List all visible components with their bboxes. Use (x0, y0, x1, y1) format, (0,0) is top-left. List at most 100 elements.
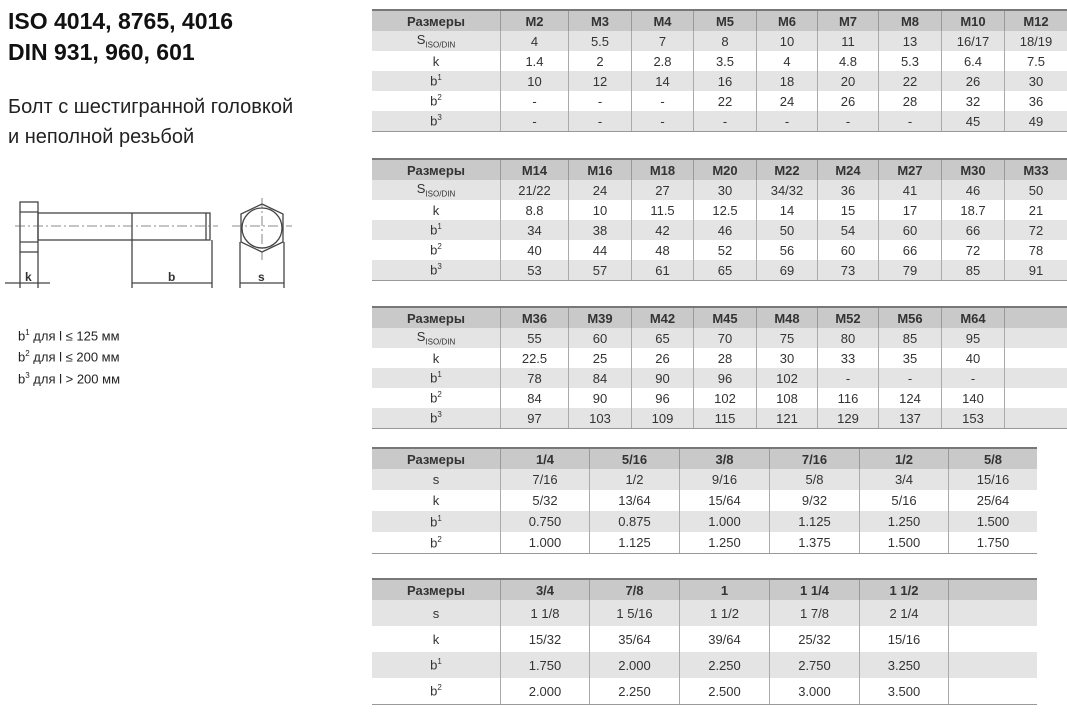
row-label: k (372, 51, 501, 71)
row-label-main: k (432, 53, 440, 69)
table-cell (948, 652, 1037, 678)
column-header: M10 (941, 9, 1005, 31)
table-cell: 8.8 (500, 200, 569, 220)
table-cell: 140 (941, 388, 1005, 408)
table-cell: 73 (817, 260, 879, 281)
row-label-subscript: ISO/DIN (425, 189, 456, 199)
column-header: M24 (817, 158, 879, 180)
table-cell: 9/32 (769, 490, 860, 511)
table-cell: 96 (631, 388, 694, 408)
table-cell: 109 (631, 408, 694, 429)
row-label-main: b (430, 390, 438, 406)
row-label: s (372, 469, 501, 490)
size-table-2: Размеры M14 M16 M18 M20 M22 M24 M27 M30 M33 SISO/D… (372, 158, 1067, 281)
row-label-main: S (416, 181, 426, 197)
table-cell: 15 (817, 200, 879, 220)
table-cell: 25 (568, 348, 632, 368)
table-cell: 22 (693, 91, 757, 111)
table-cell: 36 (1004, 91, 1067, 111)
table-cell (1004, 348, 1067, 368)
row-label-superscript: 1 (437, 657, 442, 667)
table-row: s 7/16 1/2 9/16 5/8 3/4 15/16 (372, 469, 1037, 490)
table-cell: 85 (878, 328, 942, 348)
row-label-main: b (430, 222, 438, 238)
table-cell: - (941, 368, 1005, 388)
table-cell: 15/64 (679, 490, 770, 511)
table-cell: 18.7 (941, 200, 1005, 220)
table-cell: 22 (878, 71, 942, 91)
column-header: 5/16 (589, 447, 680, 469)
table-cell: 1.375 (769, 532, 860, 554)
table-cell: 41 (878, 180, 942, 200)
row-label: b2 (372, 388, 501, 408)
table-cell: 60 (878, 220, 942, 240)
column-header: M18 (631, 158, 694, 180)
row-label-superscript: 1 (437, 73, 442, 83)
table-row: s 1 1/8 1 5/16 1 1/2 1 7/8 2 1/4 (372, 600, 1037, 626)
table-cell: 15/32 (500, 626, 590, 652)
table-cell: 1.125 (589, 532, 680, 554)
table-cell: - (631, 111, 694, 132)
row-label-main: k (432, 202, 440, 218)
table-cell: 15/16 (948, 469, 1037, 490)
table-cell: 1.125 (769, 511, 860, 532)
table-cell: 85 (941, 260, 1005, 281)
note-text: для l ≤ 125 мм (29, 328, 120, 344)
table-cell: 124 (878, 388, 942, 408)
table-cell: - (878, 111, 942, 132)
row-label-main: b (430, 370, 438, 386)
column-header: 1/4 (500, 447, 590, 469)
row-label: b1 (372, 220, 501, 240)
table-cell: 1 1/2 (679, 600, 770, 626)
table-cell: 3.000 (769, 678, 860, 705)
table-cell: 103 (568, 408, 632, 429)
column-header: M3 (568, 9, 632, 31)
table-cell: 39/64 (679, 626, 770, 652)
table-cell: 2.250 (589, 678, 680, 705)
table-cell: 21/22 (500, 180, 569, 200)
size-table-1: Размеры M2 M3 M4 M5 M6 M7 M8 M10 M12 SISO/DIN 4 5.5 7… (372, 9, 1067, 132)
table-cell: 36 (817, 180, 879, 200)
row-label-main: b (430, 242, 438, 258)
table-cell: 54 (817, 220, 879, 240)
table-cell: 95 (941, 328, 1005, 348)
table-cell: 15/16 (859, 626, 949, 652)
table-cell: 3.5 (693, 51, 757, 71)
table-cell: - (631, 91, 694, 111)
thread-length-notes: b1 для l ≤ 125 мм b2 для l ≤ 200 мм b3 д… (18, 324, 120, 388)
table-cell: 30 (693, 180, 757, 200)
row-label-main: b (430, 73, 438, 89)
row-label-superscript: 1 (437, 370, 442, 380)
row-label-superscript: 3 (437, 262, 442, 272)
table-cell: 45 (941, 111, 1005, 132)
table-cell: 102 (693, 388, 757, 408)
table-cell: 40 (500, 240, 569, 260)
column-header: M52 (817, 306, 879, 328)
table-row: b1 78 84 90 96 102- - - (372, 368, 1067, 388)
table-row: k 15/32 35/64 39/64 25/32 15/16 (372, 626, 1037, 652)
table-cell: - (693, 111, 757, 132)
table-row: b2 2.000 2.250 2.500 3.000 3.500 (372, 678, 1037, 705)
table-row: k 5/32 13/64 15/64 9/32 5/16 25/64 (372, 490, 1037, 511)
table-cell: 1 7/8 (769, 600, 860, 626)
table-row: SISO/DIN 55 60 65 70 75 80 85 95 (372, 328, 1067, 348)
title-line-iso: ISO 4014, 8765, 4016 (8, 8, 234, 34)
column-header: M30 (941, 158, 1005, 180)
table-cell: 79 (878, 260, 942, 281)
table-cell: 7 (631, 31, 694, 51)
table-cell: 121 (756, 408, 818, 429)
table-cell: 32 (941, 91, 1005, 111)
table-cell: 11 (817, 31, 879, 51)
row-label-main: b (430, 514, 438, 530)
column-header: M2 (500, 9, 569, 31)
table-cell: 34/32 (756, 180, 818, 200)
row-label-superscript: 3 (437, 410, 442, 420)
column-header: M5 (693, 9, 757, 31)
table-cell: 2.750 (769, 652, 860, 678)
table-cell: - (500, 111, 569, 132)
column-header: M8 (878, 9, 942, 31)
note-text: для l > 200 мм (29, 370, 121, 386)
row-label-main: b (430, 683, 438, 699)
table-row: b2 40 44 48 52 56 60 66 72 78 (372, 240, 1067, 260)
column-header: 5/8 (948, 447, 1037, 469)
